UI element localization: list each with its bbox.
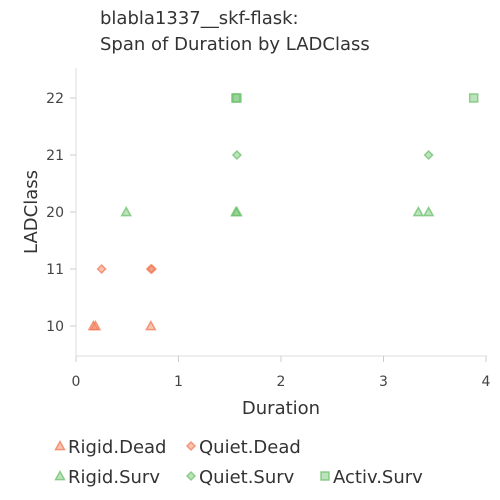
point-rigid-surv-4 — [412, 205, 425, 217]
y-tick-label-10: 10 — [46, 319, 64, 335]
x-tick-label-3: 3 — [379, 374, 388, 390]
x-tick-label-0: 0 — [72, 374, 81, 390]
point-activ-surv-2 — [232, 93, 242, 103]
point-rigid-dead-3 — [145, 319, 157, 331]
legend-quiet-dead-icon — [185, 440, 197, 452]
legend-rigid-dead-label: Rigid.Dead — [68, 437, 166, 458]
point-activ-surv-3 — [468, 93, 479, 103]
y-axis-ticks: 10 11 20 21 22 — [46, 91, 76, 335]
legend-quiet-surv-icon — [185, 470, 197, 482]
legend-rigid-dead-icon — [54, 439, 66, 451]
legend-quiet-surv-label: Quiet.Surv — [199, 467, 295, 488]
point-quiet-dead-1 — [96, 263, 107, 275]
legend-rigid-surv-icon — [54, 469, 66, 481]
point-quiet-surv-1 — [231, 149, 242, 161]
point-rigid-surv-3 — [231, 205, 243, 217]
legend: Rigid.Dead Quiet.Dead Rigid.Surv Quiet.Surv… — [54, 437, 423, 488]
legend-quiet-dead-label: Quiet.Dead — [199, 437, 301, 458]
chart-title-line-2: Span of Duration by LADClass — [100, 34, 370, 55]
legend-activ-surv-label: Activ.Surv — [333, 467, 423, 488]
y-tick-label-11: 11 — [46, 262, 64, 278]
x-tick-label-4: 4 — [482, 374, 491, 390]
point-quiet-surv-2 — [423, 149, 434, 161]
x-axis-ticks: 0 1 2 3 4 — [72, 356, 491, 390]
x-axis-label: Duration — [242, 398, 320, 419]
legend-activ-surv-icon — [320, 471, 330, 481]
y-tick-label-20: 20 — [46, 205, 64, 221]
point-quiet-dead-3 — [146, 263, 157, 275]
data-points — [87, 93, 479, 331]
chart-title-line-1: blabla1337__skf-flask: — [100, 8, 299, 29]
point-rigid-surv-1 — [120, 205, 132, 217]
x-tick-label-1: 1 — [174, 374, 183, 390]
point-rigid-dead-2 — [87, 319, 100, 331]
y-tick-label-22: 22 — [46, 91, 64, 107]
y-tick-label-21: 21 — [46, 148, 64, 164]
legend-rigid-surv-label: Rigid.Surv — [68, 467, 160, 488]
point-rigid-surv-5 — [422, 205, 435, 217]
y-axis-label: LADClass — [21, 170, 42, 254]
x-tick-label-2: 2 — [277, 374, 286, 390]
